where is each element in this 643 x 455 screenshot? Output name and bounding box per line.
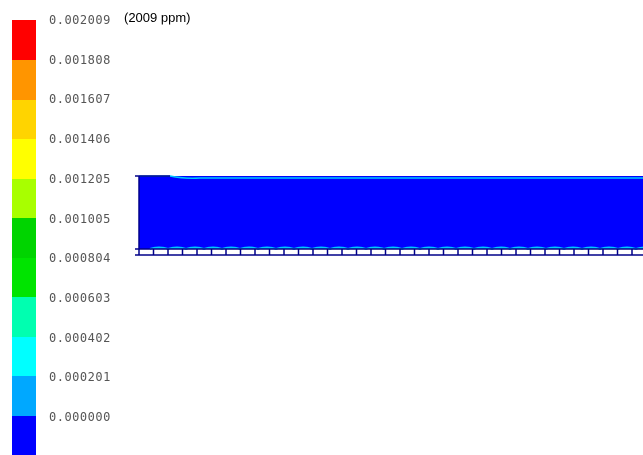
legend-swatch [12,20,36,60]
legend-swatch [12,138,36,179]
legend-label: 0.001205 [49,171,111,186]
legend-swatch [12,415,36,455]
legend-swatch [12,217,36,258]
legend-swatch [12,257,36,297]
legend-label: 0.000603 [49,290,111,305]
legend-swatch [12,99,36,139]
contour-field [135,175,643,256]
max-value-annotation: (2009 ppm) [124,10,191,25]
legend-label: 0.000402 [49,330,111,345]
legend-swatch [12,296,36,337]
legend-label: 0.001406 [49,132,111,147]
contour-edge-top [139,175,643,179]
legend-label: 0.001808 [49,52,111,67]
legend-label: 0.002009 [49,13,111,27]
contour-domain [139,176,643,249]
legend-label: 0.000804 [49,251,111,266]
legend-swatch [12,375,36,416]
mesh-outline [135,175,643,256]
legend-swatch [12,336,36,376]
legend-label: 0.001005 [49,211,111,226]
legend-label: 0.000201 [49,370,111,385]
legend-swatch [12,59,36,100]
color-legend-bar [12,20,36,455]
legend-label: 0.001607 [49,92,111,107]
legend-swatch [12,178,36,218]
